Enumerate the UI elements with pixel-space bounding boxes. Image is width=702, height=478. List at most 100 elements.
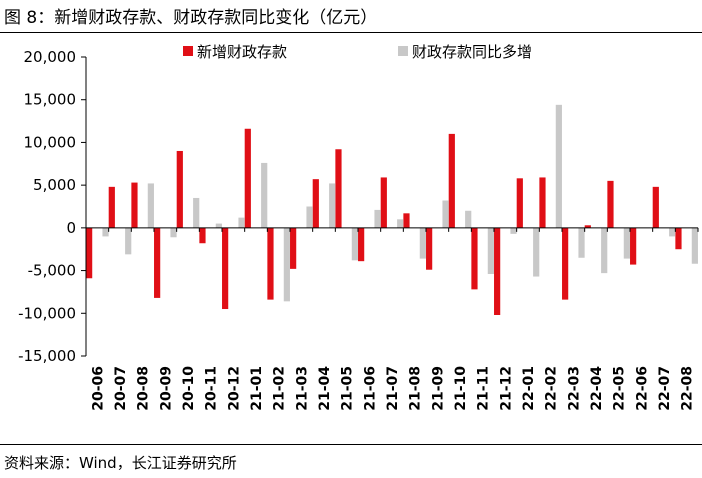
bars-group <box>86 104 698 315</box>
x-tick-label: 22-03 <box>566 366 582 411</box>
x-tick-label: 22-01 <box>521 366 537 411</box>
bar-new-deposits <box>86 227 93 279</box>
x-tick-label: 22-08 <box>680 366 696 411</box>
x-tick-label: 22-07 <box>657 366 673 411</box>
x-tick-label: 20-11 <box>204 366 220 411</box>
x-tick-label: 21-11 <box>476 366 492 411</box>
x-tick-label: 20-12 <box>226 366 242 411</box>
figure-title: 图 8：新增财政存款、财政存款同比变化（亿元） <box>4 8 378 28</box>
y-tick-label: -10,000 <box>18 304 76 322</box>
x-tick-label: 21-07 <box>385 366 401 411</box>
bar-new-deposits <box>244 128 251 228</box>
bar-yoy-increase <box>238 217 245 228</box>
source-note: 资料来源：Wind，长江证券研究所 <box>4 454 237 472</box>
chart-legend: 新增财政存款 财政存款同比多增 <box>183 43 532 61</box>
bar-yoy-increase <box>487 227 494 274</box>
bar-new-deposits <box>380 177 387 228</box>
y-tick-label: -15,000 <box>18 347 76 365</box>
bar-yoy-increase <box>170 227 177 238</box>
bar-yoy-increase <box>578 227 585 258</box>
bar-yoy-increase <box>533 227 540 277</box>
bar-new-deposits <box>403 213 410 228</box>
bar-yoy-increase <box>623 227 630 259</box>
bar-new-deposits <box>222 227 229 310</box>
y-tick-label: -5,000 <box>28 262 76 280</box>
bar-yoy-increase <box>669 227 676 237</box>
bar-new-deposits <box>652 186 659 228</box>
x-tick-label: 22-05 <box>612 366 628 411</box>
bar-new-deposits <box>471 227 478 290</box>
bar-yoy-increase <box>555 104 562 228</box>
bar-new-deposits <box>267 227 274 300</box>
x-tick-label: 21-10 <box>453 366 469 411</box>
bar-yoy-increase <box>397 219 404 228</box>
bar-yoy-increase <box>283 227 290 302</box>
x-tick-label: 21-12 <box>498 366 514 411</box>
x-tick-label: 20-07 <box>113 366 129 411</box>
bar-yoy-increase <box>691 227 698 264</box>
bar-yoy-increase <box>261 162 268 228</box>
x-tick-label: 20-06 <box>90 366 106 411</box>
x-tick-label: 22-06 <box>634 366 650 411</box>
x-tick-label: 21-01 <box>249 366 265 411</box>
bar-yoy-increase <box>215 223 222 228</box>
source-divider <box>0 444 702 445</box>
bar-yoy-increase <box>510 227 517 234</box>
bar-yoy-increase <box>329 183 336 228</box>
bar-new-deposits <box>312 179 319 228</box>
bar-new-deposits <box>607 180 614 228</box>
bar-new-deposits <box>176 150 183 228</box>
y-tick-label: 0 <box>66 219 76 237</box>
bar-yoy-increase <box>465 210 472 228</box>
bar-new-deposits <box>199 227 206 244</box>
y-axis-ticks: -15,000 -10,000 -5,000 0 5,000 10,000 15,000 20… <box>18 48 86 365</box>
bar-new-deposits <box>108 186 115 228</box>
y-tick-label: 5,000 <box>33 176 76 194</box>
legend-swatch-new-deposits <box>183 46 193 56</box>
y-tick-label: 15,000 <box>24 91 77 109</box>
bar-yoy-increase <box>306 206 313 228</box>
axes-group <box>85 57 698 356</box>
legend-label-new-deposits: 新增财政存款 <box>197 43 287 61</box>
x-tick-label: 21-09 <box>430 366 446 411</box>
bar-new-deposits <box>584 225 591 228</box>
x-tick-label: 20-10 <box>181 366 197 411</box>
y-tick-label: 20,000 <box>24 48 77 66</box>
bar-new-deposits <box>448 133 455 228</box>
bar-yoy-increase <box>419 227 426 259</box>
bar-yoy-increase <box>601 227 608 274</box>
bar-new-deposits <box>516 178 523 228</box>
bar-yoy-increase <box>374 209 381 228</box>
bar-yoy-increase <box>125 227 132 255</box>
x-tick-label: 21-06 <box>362 366 378 411</box>
bar-yoy-increase <box>351 227 358 261</box>
legend-label-yoy-increase: 财政存款同比多增 <box>412 43 532 61</box>
bar-new-deposits <box>131 182 138 228</box>
bar-new-deposits <box>335 149 342 228</box>
x-tick-label: 21-05 <box>340 366 356 411</box>
x-tick-label: 21-02 <box>272 366 288 411</box>
bar-new-deposits <box>675 227 682 250</box>
legend-swatch-yoy-increase <box>398 46 408 56</box>
x-tick-label: 22-04 <box>589 366 605 411</box>
bar-yoy-increase <box>102 227 109 237</box>
bar-new-deposits <box>539 177 546 228</box>
x-tick-label: 21-04 <box>317 366 333 411</box>
x-tick-label: 20-09 <box>158 366 174 411</box>
bar-yoy-increase <box>442 200 449 228</box>
bar-new-deposits <box>426 227 433 270</box>
x-tick-label: 21-08 <box>408 366 424 411</box>
bar-new-deposits <box>562 227 569 300</box>
bar-new-deposits <box>630 227 637 265</box>
bar-new-deposits <box>358 227 365 262</box>
bar-yoy-increase <box>193 197 200 228</box>
x-tick-label: 21-03 <box>294 366 310 411</box>
y-tick-label: 10,000 <box>24 133 77 151</box>
bar-new-deposits <box>290 227 297 269</box>
bar-new-deposits <box>494 227 501 315</box>
x-tick-label: 22-02 <box>544 366 560 411</box>
bar-new-deposits <box>154 227 161 298</box>
bar-yoy-increase <box>147 183 154 228</box>
title-divider <box>0 32 702 33</box>
